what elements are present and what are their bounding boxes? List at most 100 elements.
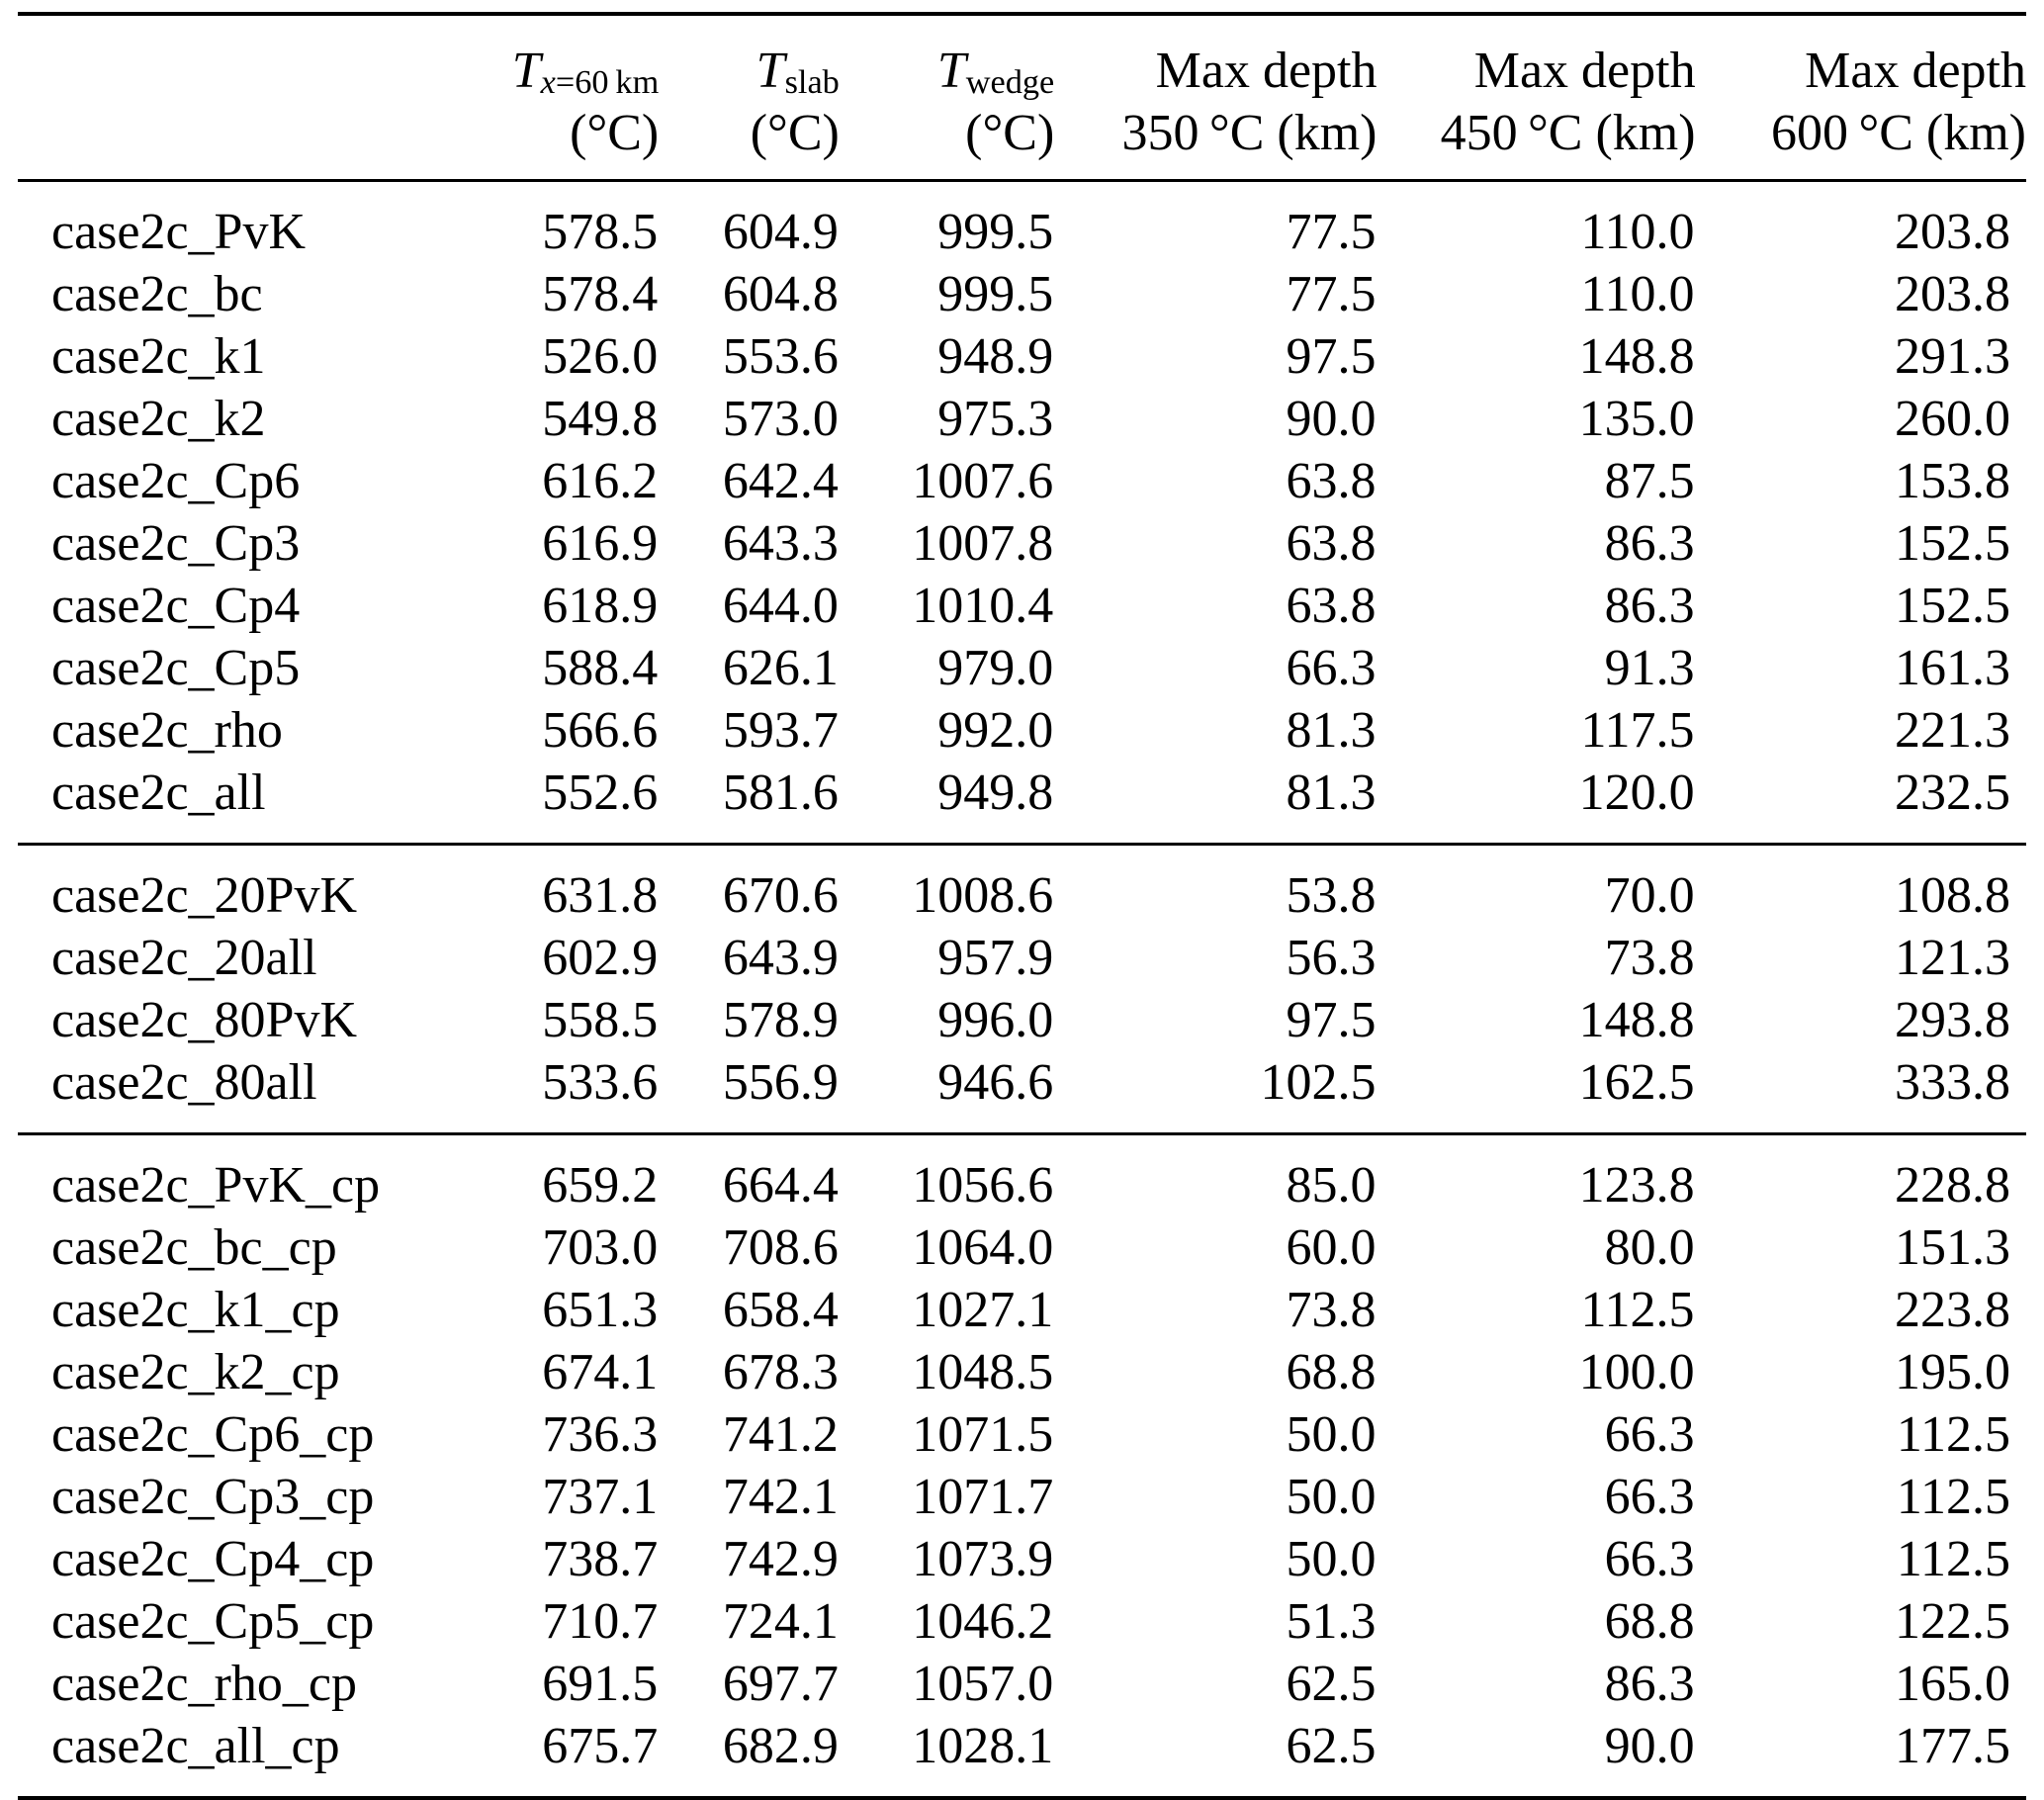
value-cell: 50.0 (1286, 1405, 1377, 1463)
row-label: case2c_Cp6 (51, 452, 301, 509)
value-cell: 604.9 (722, 203, 839, 260)
value-cell: 682.9 (722, 1717, 839, 1774)
value-cell: 626.1 (722, 639, 839, 696)
value-cell: 946.6 (937, 1053, 1054, 1111)
value-cell: 80.0 (1604, 1218, 1695, 1276)
value-cell: 1071.5 (912, 1405, 1054, 1463)
value-cell: 112.5 (1896, 1530, 2010, 1587)
value-cell: 86.3 (1604, 1655, 1695, 1712)
table-row: case2c_Cp4_cp 738.7 742.9 1073.9 50.0 66.3 112… (18, 1528, 2026, 1590)
value-cell: 121.3 (1895, 929, 2010, 986)
value-cell: 618.9 (542, 577, 659, 634)
value-cell: 588.4 (542, 639, 659, 696)
header-unit: (°C) (750, 105, 840, 162)
row-label: case2c_20PvK (51, 866, 358, 924)
table-row: case2c_k1_cp 651.3 658.4 1027.1 73.8 112.5 223… (18, 1279, 2026, 1341)
value-cell: 1008.6 (912, 866, 1054, 924)
value-cell: 616.2 (542, 452, 659, 509)
value-cell: 975.3 (937, 390, 1054, 447)
row-label: case2c_rho (51, 701, 283, 759)
value-cell: 62.5 (1286, 1655, 1377, 1712)
value-cell: 533.6 (542, 1053, 659, 1111)
value-cell: 1028.1 (912, 1717, 1054, 1774)
value-cell: 91.3 (1604, 639, 1695, 696)
header-col-t-slab: Tslab (°C) (659, 14, 840, 182)
row-label: case2c_k1 (51, 327, 266, 385)
value-cell: 670.6 (722, 866, 839, 924)
value-cell: 578.5 (542, 203, 659, 260)
row-label: case2c_Cp3_cp (51, 1468, 375, 1525)
value-cell: 68.8 (1286, 1343, 1377, 1400)
t-subscript: wedge (965, 63, 1055, 102)
row-label: case2c_k2 (51, 390, 266, 447)
row-label: case2c_bc_cp (51, 1218, 337, 1276)
value-cell: 151.3 (1895, 1218, 2010, 1276)
value-cell: 658.4 (722, 1281, 839, 1338)
value-cell: 949.8 (937, 764, 1054, 821)
row-label: case2c_rho_cp (51, 1655, 357, 1712)
value-cell: 90.0 (1604, 1717, 1695, 1774)
table-row: case2c_all_cp 675.7 682.9 1028.1 62.5 90.0 177… (18, 1715, 2026, 1798)
value-cell: 86.3 (1604, 577, 1695, 634)
value-cell: 195.0 (1895, 1343, 2010, 1400)
header-symbol-line: Twedge (840, 40, 1054, 102)
table-row: case2c_k2 549.8 573.0 975.3 90.0 135.0 260.0 (18, 388, 2026, 450)
value-cell: 1071.7 (912, 1468, 1054, 1525)
value-cell: 644.0 (722, 577, 839, 634)
value-cell: 992.0 (937, 701, 1054, 759)
value-cell: 664.4 (722, 1156, 839, 1214)
row-label: case2c_20all (51, 929, 317, 986)
value-cell: 221.3 (1895, 701, 2010, 759)
value-cell: 616.9 (542, 514, 659, 572)
value-cell: 152.5 (1895, 514, 2010, 572)
value-cell: 85.0 (1286, 1156, 1377, 1214)
value-cell: 90.0 (1286, 390, 1377, 447)
value-cell: 659.2 (542, 1156, 659, 1214)
value-cell: 63.8 (1286, 514, 1377, 572)
value-cell: 77.5 (1286, 265, 1377, 322)
value-cell: 162.5 (1578, 1053, 1695, 1111)
table-row: case2c_Cp3_cp 737.1 742.1 1071.7 50.0 66.3 112… (18, 1466, 2026, 1528)
row-label: case2c_all_cp (51, 1717, 340, 1774)
value-cell: 691.5 (542, 1655, 659, 1712)
table-row: case2c_Cp6_cp 736.3 741.2 1071.5 50.0 66.3 112… (18, 1403, 2026, 1466)
value-cell: 604.8 (722, 265, 839, 322)
value-cell: 643.3 (722, 514, 839, 572)
value-cell: 51.3 (1286, 1592, 1377, 1650)
t-subscript: slab (784, 63, 840, 102)
table-row: case2c_Cp3 616.9 643.3 1007.8 63.8 86.3 152.5 (18, 512, 2026, 575)
value-cell: 97.5 (1286, 991, 1377, 1048)
value-cell: 152.5 (1895, 577, 2010, 634)
value-cell: 153.8 (1895, 452, 2010, 509)
header-col-maxdepth-450: Max depth 450 °C (km) (1377, 14, 1696, 182)
value-cell: 50.0 (1286, 1468, 1377, 1525)
table-group-2: case2c_20PvK 631.8 670.6 1008.6 53.8 70.0 108.… (18, 844, 2026, 1133)
value-cell: 110.0 (1580, 265, 1695, 322)
value-cell: 602.9 (542, 929, 659, 986)
value-cell: 578.4 (542, 265, 659, 322)
value-cell: 333.8 (1895, 1053, 2010, 1111)
row-label: case2c_k2_cp (51, 1343, 340, 1400)
row-label: case2c_bc (51, 265, 263, 322)
header-empty-cell (18, 14, 485, 182)
value-cell: 1027.1 (912, 1281, 1054, 1338)
value-cell: 996.0 (937, 991, 1054, 1048)
value-cell: 120.0 (1578, 764, 1695, 821)
t-symbol: T (511, 43, 541, 99)
value-cell: 724.1 (722, 1592, 839, 1650)
value-cell: 675.7 (542, 1717, 659, 1774)
header-col-maxdepth-350: Max depth 350 °C (km) (1054, 14, 1377, 182)
value-cell: 552.6 (542, 764, 659, 821)
table-row: case2c_PvK 578.5 604.9 999.5 77.5 110.0 203.8 (18, 180, 2026, 263)
value-cell: 177.5 (1895, 1717, 2010, 1774)
value-cell: 117.5 (1580, 701, 1695, 759)
row-label: case2c_all (51, 764, 266, 821)
value-cell: 549.8 (542, 390, 659, 447)
value-cell: 228.8 (1895, 1156, 2010, 1214)
value-cell: 742.9 (722, 1530, 839, 1587)
results-table: Tx=60 km (°C) Tslab (°C) Twedge (°C) Max… (18, 12, 2026, 1800)
value-cell: 703.0 (542, 1218, 659, 1276)
table-row: case2c_20all 602.9 643.9 957.9 56.3 73.8 121.3 (18, 927, 2026, 989)
value-cell: 73.8 (1604, 929, 1695, 986)
table-row: case2c_PvK_cp 659.2 664.4 1056.6 85.0 123.8 22… (18, 1133, 2026, 1216)
